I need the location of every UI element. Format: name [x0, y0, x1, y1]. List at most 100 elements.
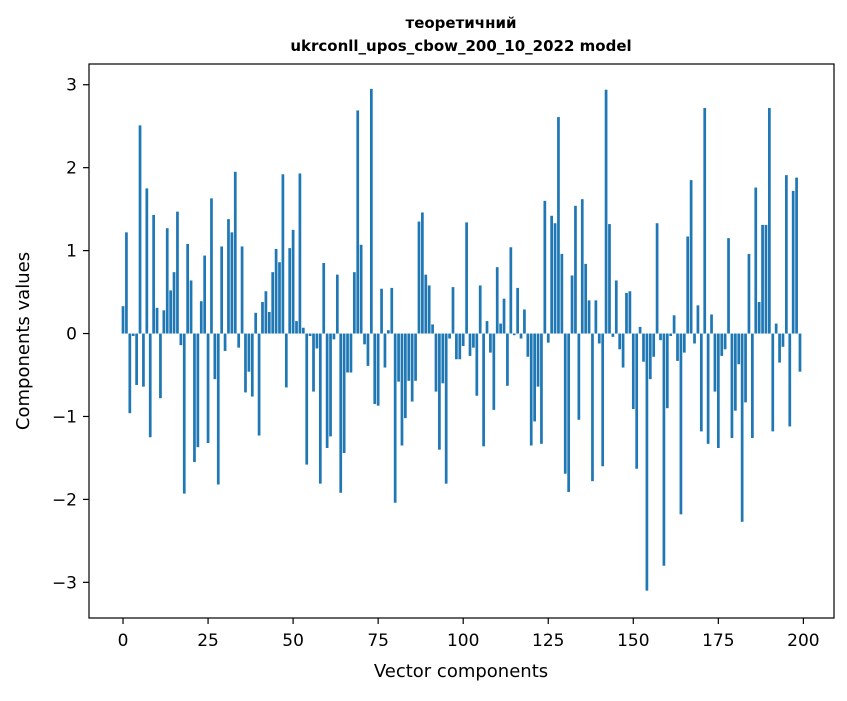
- bar: [152, 214, 155, 334]
- bar: [557, 117, 560, 334]
- bar: [233, 171, 237, 334]
- x-tick-label: 125: [532, 631, 564, 651]
- bar: [710, 314, 713, 334]
- bar: [308, 333, 312, 337]
- bar: [621, 333, 625, 368]
- bar: [635, 333, 639, 469]
- bar: [774, 323, 778, 334]
- bar: [604, 89, 608, 334]
- bar: [455, 333, 458, 360]
- bar: [597, 333, 601, 344]
- bar: [421, 212, 424, 334]
- bar: [645, 333, 649, 591]
- bar: [478, 285, 482, 334]
- bar: [751, 333, 754, 439]
- bar: [560, 253, 564, 334]
- bar: [288, 248, 292, 334]
- bar: [506, 333, 509, 386]
- bar: [540, 333, 543, 444]
- bar: [519, 333, 523, 339]
- bar: [369, 88, 373, 334]
- bar: [723, 333, 727, 350]
- bar: [584, 263, 588, 334]
- bar: [383, 333, 387, 368]
- bar: [550, 215, 554, 334]
- bar: [689, 180, 693, 334]
- bar: [227, 219, 230, 334]
- bar: [400, 333, 404, 446]
- bar: [220, 246, 224, 334]
- x-tick-label: 175: [702, 631, 734, 651]
- bar: [587, 300, 591, 334]
- bar: [448, 333, 451, 339]
- bar: [159, 333, 162, 399]
- bar: [373, 333, 377, 405]
- x-axis-label: Vector components: [374, 661, 548, 682]
- bar: [356, 110, 360, 334]
- bar: [444, 333, 448, 484]
- bar: [577, 333, 581, 420]
- bar: [148, 333, 152, 438]
- bar: [125, 232, 128, 334]
- bar: [543, 200, 547, 334]
- bar: [128, 333, 132, 414]
- bar: [628, 291, 632, 334]
- bar: [502, 298, 506, 334]
- bar: [230, 232, 234, 334]
- plot-frame: [88, 63, 835, 619]
- bar: [295, 321, 298, 334]
- bar: [414, 333, 417, 381]
- bar: [591, 333, 594, 482]
- bar: [601, 333, 605, 467]
- bar: [574, 205, 577, 334]
- bar: [693, 333, 696, 344]
- bar: [638, 326, 642, 334]
- bar: [196, 333, 200, 448]
- bar: [652, 333, 656, 357]
- bar: [761, 224, 764, 334]
- bar: [441, 333, 445, 384]
- bar: [536, 333, 540, 387]
- bar: [699, 333, 703, 432]
- bar: [203, 255, 207, 334]
- bar: [271, 272, 275, 334]
- bar: [546, 333, 550, 343]
- bar: [482, 333, 485, 447]
- bar: [461, 333, 465, 346]
- bar: [312, 333, 315, 392]
- bar: [608, 224, 611, 334]
- bar: [404, 333, 407, 419]
- bar: [284, 333, 288, 388]
- bar: [434, 333, 438, 392]
- bar: [291, 229, 295, 334]
- bar: [754, 187, 758, 334]
- bar: [676, 333, 679, 361]
- bar: [199, 301, 203, 334]
- bar: [523, 309, 526, 334]
- bar: [206, 333, 210, 444]
- bar: [250, 333, 254, 397]
- bar: [165, 228, 169, 334]
- bar: [142, 333, 145, 387]
- bar: [659, 333, 662, 341]
- bar: [567, 333, 571, 492]
- bar: [686, 236, 690, 334]
- bar: [716, 333, 720, 448]
- bar: [223, 333, 227, 351]
- bar: [713, 333, 717, 392]
- y-tick-label: 1: [66, 242, 77, 262]
- bar: [669, 333, 673, 337]
- bar: [740, 333, 744, 522]
- bar: [329, 333, 332, 437]
- bar: [682, 333, 686, 353]
- bar: [727, 238, 730, 334]
- bar: [791, 190, 795, 334]
- bar: [393, 333, 397, 503]
- bar: [210, 198, 213, 334]
- y-tick-label: 2: [66, 159, 77, 179]
- bar: [696, 305, 700, 334]
- bar: [781, 333, 785, 347]
- bar: [261, 302, 264, 334]
- bar: [138, 125, 142, 334]
- bar: [516, 287, 519, 334]
